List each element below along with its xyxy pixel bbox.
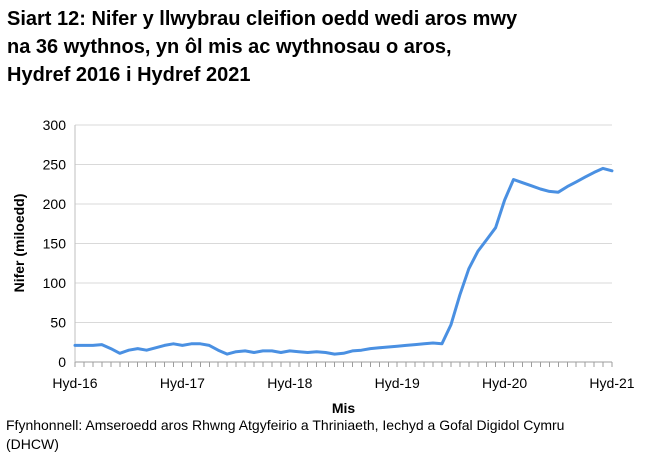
y-tick-label: 0 bbox=[58, 354, 66, 370]
y-tick-label: 100 bbox=[43, 275, 67, 291]
chart-title: Siart 12: Nifer y llwybrau cleifion oedd… bbox=[7, 5, 643, 89]
y-tick-label: 50 bbox=[50, 315, 66, 331]
chart-title-line-3: Hydref 2016 i Hydref 2021 bbox=[7, 64, 251, 86]
y-tick-label: 250 bbox=[43, 157, 67, 173]
chart-title-line-1: Siart 12: Nifer y llwybrau cleifion oedd… bbox=[7, 8, 518, 30]
x-tick-label: Hyd-16 bbox=[52, 375, 97, 391]
x-tick-label: Hyd-21 bbox=[589, 375, 634, 391]
series-line bbox=[73, 166, 614, 356]
x-tick-label: Hyd-20 bbox=[482, 375, 527, 391]
y-tick-label: 200 bbox=[43, 196, 67, 212]
x-tick-label: Hyd-19 bbox=[375, 375, 420, 391]
x-tick-label: Hyd-17 bbox=[160, 375, 205, 391]
source-note-line-2: (DHCW) bbox=[6, 436, 59, 452]
source-note: Ffynhonnell: Amseroedd aros Rhwng Atgyfe… bbox=[6, 416, 646, 454]
y-tick-label: 300 bbox=[43, 117, 67, 133]
chart-title-line-2: na 36 wythnos, yn ôl mis ac wythnosau o … bbox=[7, 36, 452, 58]
line-chart: 0 50 100 150 200 250 300 Hyd-16 Hyd-17 Hyd-18 Hyd-… bbox=[11, 117, 635, 416]
x-axis-title: Mis bbox=[332, 400, 356, 416]
source-note-line-1: Ffynhonnell: Amseroedd aros Rhwng Atgyfe… bbox=[6, 417, 565, 433]
y-tick-label: 150 bbox=[43, 236, 67, 252]
y-axis-title: Nifer (miloedd) bbox=[11, 194, 27, 293]
x-tick-label: Hyd-18 bbox=[267, 375, 312, 391]
